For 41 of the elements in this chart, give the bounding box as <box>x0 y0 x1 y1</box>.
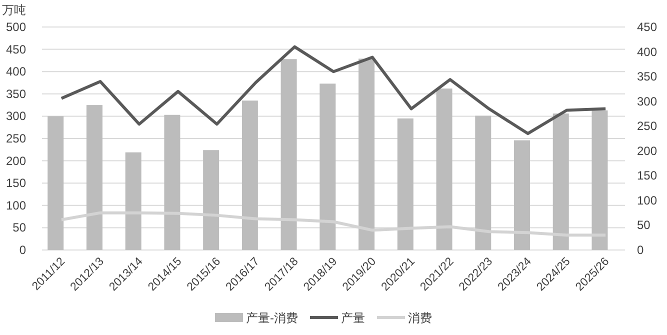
y-tick-label: 450 <box>6 42 26 56</box>
y-tick-label: 100 <box>6 198 26 212</box>
y2-tick-label: 0 <box>637 243 644 257</box>
bar <box>164 114 180 250</box>
y2-tick-label: 450 <box>637 20 658 34</box>
bar <box>203 150 220 250</box>
bar <box>48 116 64 250</box>
y2-tick-label: 150 <box>637 168 658 183</box>
y-tick-label: 150 <box>6 176 26 190</box>
legend-label: 产量 <box>341 311 365 325</box>
y-tick-label: 50 <box>12 220 26 235</box>
bar <box>475 116 492 250</box>
bar <box>592 110 608 250</box>
y2-tick-label: 100 <box>637 193 658 208</box>
bar <box>320 84 336 250</box>
y2-tick-label: 50 <box>637 218 651 232</box>
bar <box>125 152 142 250</box>
y-tick-label: 250 <box>6 132 26 146</box>
bar <box>242 100 258 250</box>
bar <box>436 88 452 250</box>
bar <box>280 59 297 250</box>
bar <box>397 118 414 250</box>
bar <box>552 114 569 250</box>
bar <box>86 105 102 250</box>
line-series <box>60 45 608 136</box>
y-tick-label: 350 <box>6 86 26 101</box>
bar <box>358 58 375 250</box>
y-tick-label: 300 <box>6 109 26 124</box>
bar <box>514 140 530 250</box>
y2-tick-label: 350 <box>637 70 658 84</box>
y2-tick-label: 400 <box>637 44 658 59</box>
y-tick-label: 500 <box>6 20 26 34</box>
y-tick-label: 0 <box>19 243 26 257</box>
y-tick-label: 200 <box>6 154 26 168</box>
legend-label: 产量-消费 <box>246 311 298 325</box>
y-tick-label: 400 <box>6 64 26 79</box>
y2-tick-label: 250 <box>637 119 658 134</box>
y2-tick-label: 200 <box>637 144 658 158</box>
legend-label: 消费 <box>408 311 432 325</box>
y-axis-title: 万吨 <box>2 3 26 17</box>
y2-tick-label: 300 <box>637 94 658 108</box>
